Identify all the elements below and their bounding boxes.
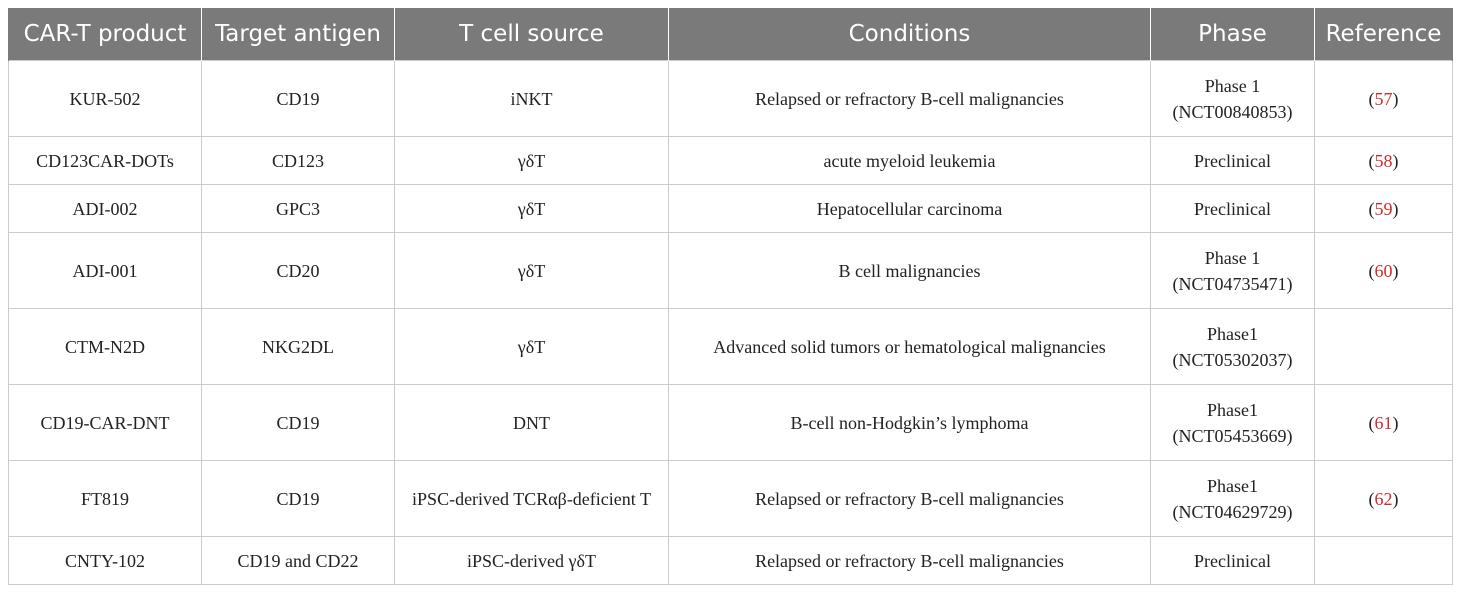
cell-conditions: Relapsed or refractory B-cell malignanci… — [668, 460, 1151, 537]
cell-conditions: Hepatocellular carcinoma — [668, 184, 1151, 233]
phase-line: (NCT05302037) — [1172, 349, 1293, 370]
cell-phase: Phase1 (NCT04629729) — [1150, 460, 1315, 537]
cell-antigen: NKG2DL — [201, 308, 395, 385]
cell-conditions: Advanced solid tumors or hematological m… — [668, 308, 1151, 385]
cell-phase: Phase1 (NCT05302037) — [1150, 308, 1315, 385]
cell-source: γδT — [394, 308, 669, 385]
phase-line: (NCT04735471) — [1172, 273, 1293, 294]
phase-line: Preclinical — [1194, 550, 1271, 571]
phase-line: (NCT00840853) — [1172, 101, 1293, 122]
cell-antigen: CD20 — [201, 232, 395, 309]
reference-link[interactable]: 57 — [1374, 88, 1393, 109]
cell-source: γδT — [394, 136, 669, 185]
table-row: CD19-CAR-DNT CD19 DNT B-cell non-Hodgkin’s … — [8, 384, 1453, 461]
reference-link[interactable]: 60 — [1374, 260, 1393, 281]
cell-product: KUR-502 — [8, 60, 202, 137]
reference-link[interactable]: 59 — [1374, 198, 1393, 219]
header-t-cell-source: T cell source — [394, 8, 669, 61]
cell-source: γδT — [394, 184, 669, 233]
cell-product: CD123CAR-DOTs — [8, 136, 202, 185]
cell-product: CTM-N2D — [8, 308, 202, 385]
phase-line: Preclinical — [1194, 150, 1271, 171]
cell-product: CNTY-102 — [8, 536, 202, 585]
cell-conditions: acute myeloid leukemia — [668, 136, 1151, 185]
cell-reference: (62) — [1314, 460, 1453, 537]
header-reference: Reference — [1314, 8, 1453, 61]
table-row: CD123CAR-DOTs CD123 γδT acute myeloid leuke… — [8, 136, 1453, 185]
reference-link[interactable]: 62 — [1374, 488, 1393, 509]
table-header-row: CAR-T product Target antigen T cell sour… — [8, 8, 1453, 61]
phase-line: (NCT04629729) — [1172, 501, 1293, 522]
header-phase: Phase — [1150, 8, 1315, 61]
cell-antigen: CD19 and CD22 — [201, 536, 395, 585]
cell-phase: Preclinical — [1150, 184, 1315, 233]
phase-line: Phase 1 — [1204, 75, 1261, 96]
cell-phase: Phase 1 (NCT04735471) — [1150, 232, 1315, 309]
phase-line: Preclinical — [1194, 198, 1271, 219]
cell-source: iPSC-derived γδT — [394, 536, 669, 585]
header-conditions: Conditions — [668, 8, 1151, 61]
header-car-t-product: CAR-T product — [8, 8, 202, 61]
cell-antigen: GPC3 — [201, 184, 395, 233]
phase-line: Phase1 — [1207, 323, 1258, 344]
cell-reference: (59) — [1314, 184, 1453, 233]
phase-line: Phase1 — [1207, 475, 1258, 496]
cell-reference — [1314, 536, 1453, 585]
table-container: CAR-T product Target antigen T cell sour… — [8, 8, 1453, 585]
reference-link[interactable]: 61 — [1374, 412, 1393, 433]
cell-source: γδT — [394, 232, 669, 309]
cell-reference — [1314, 308, 1453, 385]
cell-antigen: CD123 — [201, 136, 395, 185]
cell-conditions: Relapsed or refractory B-cell malignanci… — [668, 536, 1151, 585]
cell-phase: Phase1 (NCT05453669) — [1150, 384, 1315, 461]
table-row: KUR-502 CD19 iNKT Relapsed or refractory B-… — [8, 60, 1453, 137]
table-row: ADI-001 CD20 γδT B cell malignancies Phase 1… — [8, 232, 1453, 309]
cell-product: ADI-002 — [8, 184, 202, 233]
cell-conditions: B cell malignancies — [668, 232, 1151, 309]
cell-source: DNT — [394, 384, 669, 461]
cell-product: FT819 — [8, 460, 202, 537]
cell-reference: (57) — [1314, 60, 1453, 137]
reference-link[interactable]: 58 — [1374, 150, 1393, 171]
phase-line: Phase1 — [1207, 399, 1258, 420]
cell-phase: Preclinical — [1150, 136, 1315, 185]
car-t-table: CAR-T product Target antigen T cell sour… — [8, 8, 1453, 585]
table-row: CTM-N2D NKG2DL γδT Advanced solid tumors or… — [8, 308, 1453, 385]
phase-line: (NCT05453669) — [1172, 425, 1293, 446]
cell-reference: (60) — [1314, 232, 1453, 309]
cell-antigen: CD19 — [201, 460, 395, 537]
header-target-antigen: Target antigen — [201, 8, 395, 61]
cell-product: CD19-CAR-DNT — [8, 384, 202, 461]
cell-conditions: Relapsed or refractory B-cell malignanci… — [668, 60, 1151, 137]
cell-antigen: CD19 — [201, 60, 395, 137]
cell-phase: Phase 1 (NCT00840853) — [1150, 60, 1315, 137]
cell-conditions: B-cell non-Hodgkin’s lymphoma — [668, 384, 1151, 461]
table-row: CNTY-102 CD19 and CD22 iPSC-derived γδT Rel… — [8, 536, 1453, 585]
phase-line: Phase 1 — [1204, 247, 1261, 268]
cell-source: iNKT — [394, 60, 669, 137]
cell-product: ADI-001 — [8, 232, 202, 309]
cell-reference: (61) — [1314, 384, 1453, 461]
cell-source: iPSC-derived TCRαβ-deficient T — [394, 460, 669, 537]
cell-phase: Preclinical — [1150, 536, 1315, 585]
cell-reference: (58) — [1314, 136, 1453, 185]
table-row: ADI-002 GPC3 γδT Hepatocellular carcinoma Pr… — [8, 184, 1453, 233]
cell-antigen: CD19 — [201, 384, 395, 461]
